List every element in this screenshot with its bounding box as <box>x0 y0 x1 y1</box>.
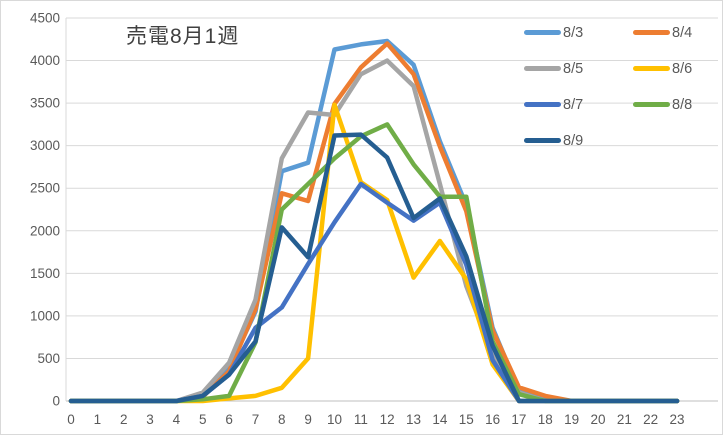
x-tick-label: 11 <box>354 412 368 427</box>
x-tick-label: 4 <box>173 412 181 427</box>
x-tick-label: 10 <box>327 412 342 427</box>
legend-swatch-8/8 <box>633 102 670 107</box>
x-tick-label: 23 <box>670 412 685 427</box>
series-line-8/9 <box>68 132 680 404</box>
legend-swatch-8/3 <box>524 30 561 35</box>
x-tick-label: 1 <box>94 412 102 427</box>
x-tick-label: 18 <box>538 412 553 427</box>
gridlines <box>65 17 718 402</box>
legend-swatch-8/9 <box>524 138 561 143</box>
x-tick-label: 20 <box>590 412 605 427</box>
legend-swatch-8/4 <box>633 30 670 35</box>
y-axis-tick-labels: 0 500 1000 1500 2000 2500 3000 3500 4000 4500 <box>30 11 60 409</box>
legend-label: 8/3 <box>563 24 584 41</box>
y-tick-label: 3500 <box>30 96 60 111</box>
legend-label: 8/8 <box>672 96 693 113</box>
legend-item-8/5[interactable]: 8/5 <box>524 57 611 80</box>
series-lines <box>68 38 680 404</box>
x-tick-label: 17 <box>511 412 526 427</box>
x-tick-label: 14 <box>432 412 448 427</box>
legend-item-8/9[interactable]: 8/9 <box>524 129 611 152</box>
x-tick-label: 6 <box>225 412 233 427</box>
legend-swatch-8/7 <box>524 102 561 107</box>
y-tick-label: 4000 <box>30 53 60 68</box>
legend-item-8/7[interactable]: 8/7 <box>524 93 611 116</box>
x-tick-label: 21 <box>617 412 632 427</box>
legend-swatch-8/6 <box>633 66 670 71</box>
series-line-8/8 <box>68 122 680 404</box>
x-tick-label: 7 <box>252 412 260 427</box>
series-line-8/7 <box>68 181 680 404</box>
legend-label: 8/6 <box>672 60 693 77</box>
legend-item-8/4[interactable]: 8/4 <box>633 21 720 44</box>
x-tick-label: 16 <box>485 412 500 427</box>
x-tick-label: 22 <box>643 412 658 427</box>
x-tick-label: 8 <box>278 412 286 427</box>
y-tick-label: 2500 <box>30 181 60 196</box>
chart-title: 売電8月1週 <box>126 25 240 48</box>
legend-item-8/8[interactable]: 8/8 <box>633 93 720 116</box>
legend-label: 8/9 <box>563 132 584 149</box>
y-tick-label: 2000 <box>30 223 60 238</box>
x-tick-label: 5 <box>199 412 207 427</box>
y-tick-label: 3000 <box>30 138 60 153</box>
legend-item-8/3[interactable]: 8/3 <box>524 21 611 44</box>
x-tick-label: 9 <box>304 412 312 427</box>
x-tick-label: 12 <box>380 412 395 427</box>
legend-swatch-8/5 <box>524 66 561 71</box>
x-axis-tick-labels: 0 1 2 3 4 5 6 7 8 9 10 11 12 13 14 15 16 17 18 19 20 21 22 23 <box>67 412 684 427</box>
x-tick-label: 0 <box>67 412 75 427</box>
y-tick-label: 1500 <box>30 266 60 281</box>
legend-label: 8/5 <box>563 60 584 77</box>
x-tick-label: 19 <box>564 412 579 427</box>
x-tick-label: 3 <box>146 412 154 427</box>
legend-label: 8/7 <box>563 96 584 113</box>
y-tick-label: 0 <box>52 394 60 409</box>
y-tick-label: 4500 <box>30 11 60 26</box>
x-tick-label: 15 <box>459 412 474 427</box>
x-tick-label: 13 <box>406 412 421 427</box>
legend: 8/3 8/4 8/5 8/6 8/7 8/8 8/9 <box>524 21 720 152</box>
legend-item-8/6[interactable]: 8/6 <box>633 57 720 80</box>
y-tick-label: 500 <box>37 351 60 366</box>
x-tick-label: 2 <box>120 412 128 427</box>
y-tick-label: 1000 <box>30 308 60 323</box>
legend-label: 8/4 <box>672 24 693 41</box>
